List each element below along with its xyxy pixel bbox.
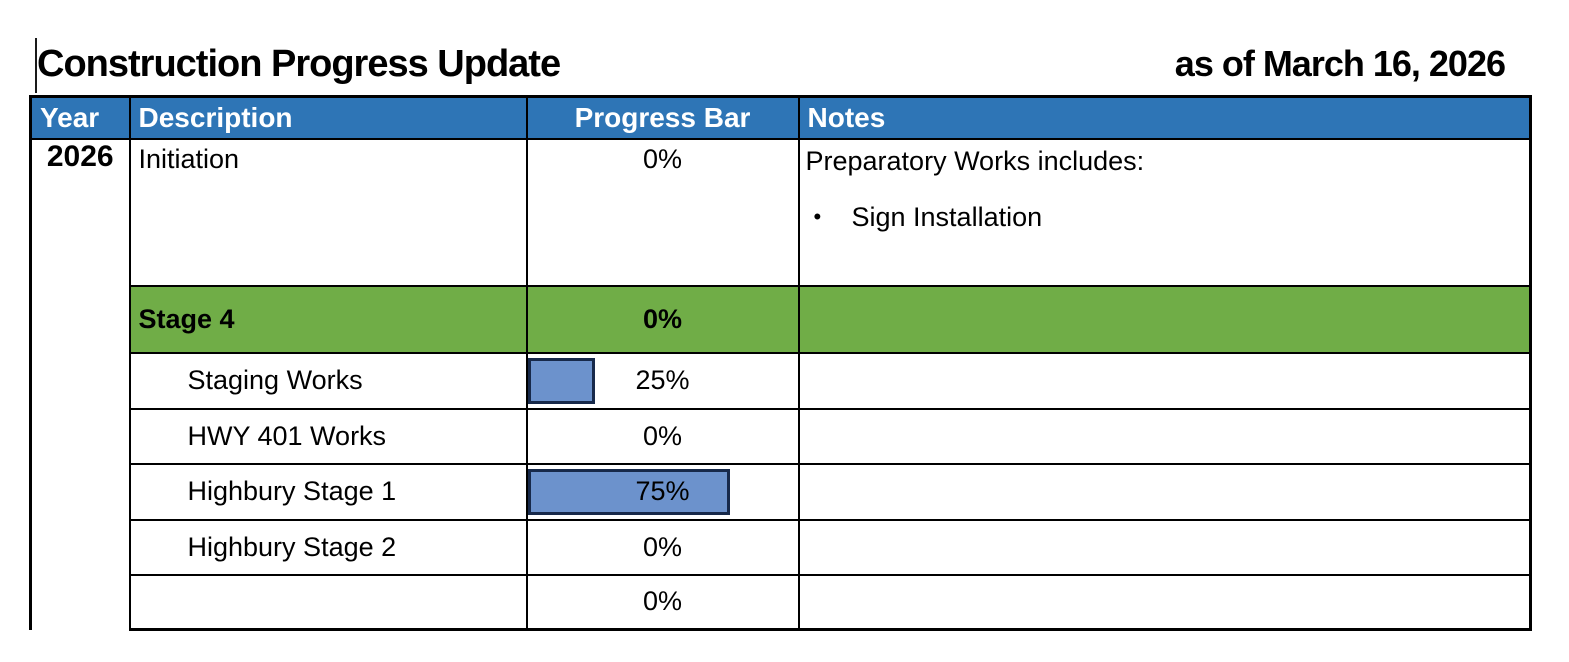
progress-value: 0% [642, 303, 683, 334]
description-cell: Initiation [128, 137, 528, 287]
notes-cell [797, 351, 1532, 410]
column-header-progress-bar: Progress Bar [525, 95, 800, 140]
description-cell [128, 573, 528, 631]
bullet-icon: • [813, 203, 822, 229]
table-row-highbury-stage-1: Highbury Stage 1 75% [31, 462, 1532, 521]
progress-bar [527, 468, 730, 515]
year-cell: 2026 [29, 137, 131, 630]
progress-value: 0% [642, 586, 683, 617]
column-header-description: Description [128, 95, 528, 140]
progress-value: 0% [642, 420, 683, 451]
progress-value: 0% [642, 143, 683, 174]
title-cell-left-border [35, 38, 37, 93]
page-title: Construction Progress Update [37, 43, 561, 85]
notes-bullet-line: • Sign Installation [806, 200, 1524, 234]
progress-cell: 0% [525, 137, 800, 287]
notes-cell [797, 573, 1532, 631]
description-cell: Highbury Stage 1 [128, 462, 528, 521]
construction-progress-table: Year Description Progress Bar Notes 2026… [29, 95, 1532, 631]
column-header-notes: Notes [797, 95, 1532, 140]
table-row-stage-4: Stage 4 0% [31, 284, 1532, 354]
progress-cell: 75% [525, 462, 800, 521]
progress-value: 0% [642, 531, 683, 562]
progress-cell: 0% [525, 284, 800, 354]
description-cell: Highbury Stage 2 [128, 518, 528, 576]
table-row-empty: 0% [31, 573, 1532, 631]
progress-cell: 25% [525, 351, 800, 410]
as-of-date: as of March 16, 2026 [1174, 43, 1506, 84]
table-row-hwy-401-works: HWY 401 Works 0% [31, 407, 1532, 465]
table-row-initiation: 2026 Initiation 0% Preparatory Works inc… [29, 137, 1532, 630]
notes-cell: Preparatory Works includes: • Sign Insta… [797, 137, 1532, 287]
column-header-year: Year [29, 95, 131, 140]
description-cell: Stage 4 [128, 284, 528, 354]
table-row-staging-works: Staging Works 25% [31, 351, 1532, 410]
progress-cell: 0% [525, 573, 800, 631]
progress-cell: 0% [525, 518, 800, 576]
description-cell: Staging Works [128, 351, 528, 410]
description-cell: HWY 401 Works [128, 407, 528, 465]
title-row: Construction Progress Update as of March… [29, 40, 1529, 88]
notes-cell [797, 518, 1532, 576]
notes-cell [797, 462, 1532, 521]
progress-value: 75% [635, 476, 690, 506]
table-row-highbury-stage-2: Highbury Stage 2 0% [31, 518, 1532, 576]
notes-cell [797, 407, 1532, 465]
notes-heading: Preparatory Works includes: [805, 145, 1145, 176]
progress-bar [527, 357, 595, 404]
notes-cell [797, 284, 1532, 354]
notes-bullet-text: Sign Installation [851, 201, 1043, 232]
table-header-row: Year Description Progress Bar Notes [29, 95, 1532, 140]
progress-cell: 0% [525, 407, 800, 465]
progress-value: 25% [635, 365, 690, 395]
